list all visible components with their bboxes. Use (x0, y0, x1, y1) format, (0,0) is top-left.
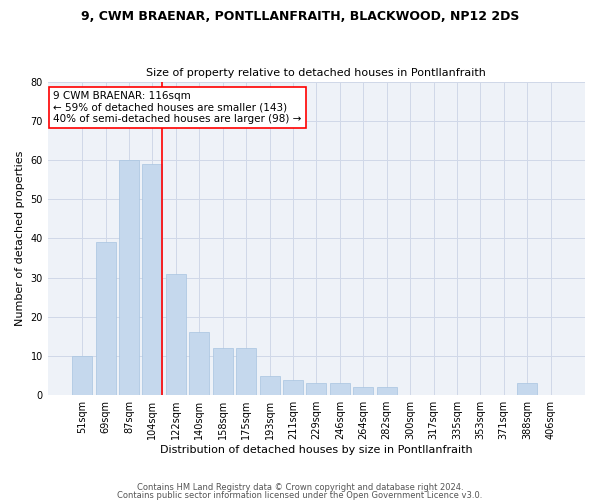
Bar (72, 356, 92, 395)
X-axis label: Distribution of detached houses by size in Pontllanfraith: Distribution of detached houses by size … (160, 445, 473, 455)
Bar (166, 274, 186, 395)
Bar (330, 384, 350, 395)
Text: Contains public sector information licensed under the Open Government Licence v3: Contains public sector information licen… (118, 490, 482, 500)
Bar (353, 388, 373, 395)
Y-axis label: Number of detached properties: Number of detached properties (15, 150, 25, 326)
Bar (260, 376, 280, 395)
Text: 9, CWM BRAENAR, PONTLLANFRAITH, BLACKWOOD, NP12 2DS: 9, CWM BRAENAR, PONTLLANFRAITH, BLACKWOO… (81, 10, 519, 23)
Bar (213, 348, 233, 395)
Bar (377, 388, 397, 395)
Bar (190, 332, 209, 395)
Bar (142, 164, 163, 395)
Bar (307, 384, 326, 395)
Bar (283, 380, 303, 395)
Text: Contains HM Land Registry data © Crown copyright and database right 2024.: Contains HM Land Registry data © Crown c… (137, 484, 463, 492)
Title: Size of property relative to detached houses in Pontllanfraith: Size of property relative to detached ho… (146, 68, 487, 78)
Bar (95, 242, 116, 395)
Text: 9 CWM BRAENAR: 116sqm
← 59% of detached houses are smaller (143)
40% of semi-det: 9 CWM BRAENAR: 116sqm ← 59% of detached … (53, 91, 302, 124)
Bar (517, 384, 537, 395)
Bar (119, 160, 139, 395)
Bar (236, 348, 256, 395)
